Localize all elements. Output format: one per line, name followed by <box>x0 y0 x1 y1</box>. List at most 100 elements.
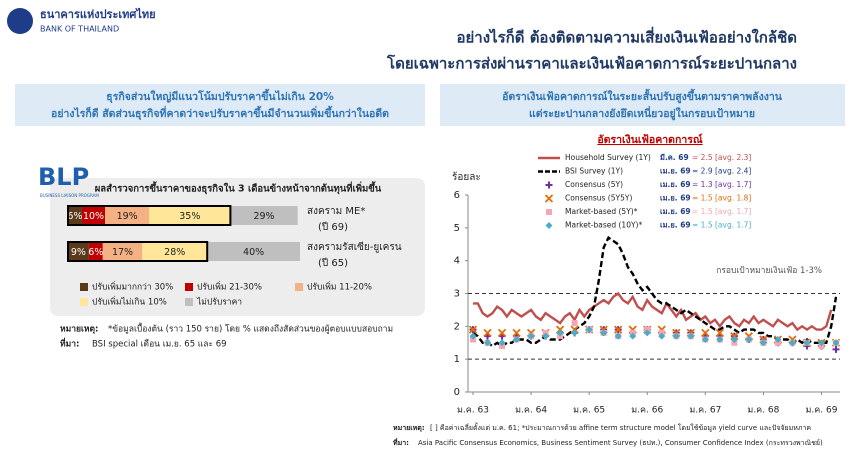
bar-segment <box>149 206 231 225</box>
legend-swatch <box>295 283 303 291</box>
reference-label: กรอบเป้าหมายเงินเฟ้อ 1-3% <box>716 265 822 276</box>
bar-segment <box>142 242 208 261</box>
marker <box>730 335 738 343</box>
bar-segment <box>105 206 150 225</box>
chart-title: อัตราเงินเฟ้อคาดการณ์ <box>597 133 703 146</box>
marker <box>571 320 578 327</box>
marker <box>832 339 840 347</box>
category-note: (ปี 69) <box>318 221 348 233</box>
value-label: 19% <box>117 211 138 222</box>
legend-date: เม.ย. 69 <box>660 194 691 203</box>
headline: แต่ระยะปานกลางยังยึดเหนี่ยวอยู่ในกรอบเป้… <box>529 105 755 121</box>
headline-box <box>440 84 845 126</box>
marker <box>512 328 521 338</box>
marker <box>687 332 695 340</box>
legend-swatch <box>185 283 193 291</box>
marker <box>498 339 506 347</box>
marker <box>571 329 579 337</box>
marker <box>715 328 724 338</box>
bar-segment <box>68 206 82 225</box>
marker <box>803 339 811 347</box>
legend-label: Market-based (10Y)* <box>565 221 642 230</box>
marker <box>701 328 710 338</box>
marker <box>614 332 622 340</box>
x-tick-label: ม.ค. 66 <box>631 406 663 416</box>
marker <box>483 328 492 338</box>
marker <box>542 332 550 340</box>
legend-label: BSI Survey (1Y) <box>565 167 623 176</box>
source: Asia Pacific Consensus Economics, Busine… <box>418 439 823 447</box>
series-line <box>473 291 833 332</box>
source-label: ที่มา: <box>60 337 79 350</box>
bar-segment <box>88 242 103 261</box>
marker <box>497 328 507 338</box>
marker <box>745 335 753 343</box>
y-tick-label: 2 <box>454 321 460 332</box>
logo-emblem <box>7 8 33 34</box>
headline: ธุรกิจส่วนใหญ่มีแนวโน้มปรับราคาขึ้นไม่เก… <box>106 88 334 104</box>
marker <box>774 335 782 343</box>
headline-box <box>15 84 425 126</box>
value-label: 9% <box>71 247 86 258</box>
marker <box>759 339 767 347</box>
y-tick-label: 0 <box>454 387 460 398</box>
legend-label: ไม่ปรับราคา <box>196 297 242 308</box>
marker <box>658 332 666 340</box>
legend-swatch <box>80 298 88 306</box>
legend-label: ปรับเพิ่ม 11-20% <box>307 281 372 293</box>
legend-swatch <box>80 283 88 291</box>
marker <box>614 325 623 334</box>
x-tick-label: ม.ค. 65 <box>573 406 605 416</box>
legend-label: ปรับเพิ่มไม่เกิน 10% <box>92 296 167 308</box>
legend-label: Market-based (5Y)* <box>565 207 638 216</box>
y-tick-label: 1 <box>454 354 460 365</box>
note: *ข้อมูลเบื้องต้น (ราว 150 ราย) โดย % แสด… <box>108 323 393 335</box>
note: [ ] คือค่าเฉลี่ยตั้งแต่ ม.ค. 61; *ประมาณ… <box>430 421 811 432</box>
marker <box>629 332 637 340</box>
marker <box>817 339 825 347</box>
note-label: หมายเหตุ: <box>393 424 425 432</box>
marker <box>716 335 724 343</box>
legend-date: เม.ย. 69 <box>660 221 691 230</box>
marker <box>513 335 521 343</box>
y-tick-label: 4 <box>454 256 460 267</box>
marker <box>701 335 709 343</box>
legend-date: เม.ย. 69 <box>660 180 691 189</box>
marker <box>672 332 680 340</box>
bar-segment <box>230 206 298 225</box>
legend-label: Consensus (5Y) <box>565 180 623 189</box>
legend-value: = 1.5 [avg. 1.7] <box>692 221 751 230</box>
note-label: หมายเหตุ: <box>60 325 98 335</box>
bar-segment <box>68 242 89 261</box>
x-tick-label: ม.ค. 69 <box>805 406 837 416</box>
value-label: 6% <box>88 247 103 258</box>
legend-label: Consensus (5Y5Y) <box>565 194 632 203</box>
y-tick-label: 6 <box>454 190 460 201</box>
category-label: สงครามรัสเซีย-ยูเครน <box>307 241 402 253</box>
chart-title: ผลสำรวจการขึ้นราคาของธุรกิจใน 3 เดือนข้า… <box>95 181 382 195</box>
org-name-en: BANK OF THAILAND <box>40 25 119 34</box>
x-tick-label: ม.ค. 64 <box>515 406 547 416</box>
marker <box>832 345 840 353</box>
org-name: ธนาคารแห่งประเทศไทย <box>40 7 156 21</box>
legend-date: มี.ค. 69 <box>660 153 689 162</box>
logo-sub: BUSINESS LIAISON PROGRAM <box>40 193 99 198</box>
marker <box>585 326 593 334</box>
highlight-box <box>67 205 232 226</box>
legend-swatch <box>546 209 552 215</box>
marker <box>643 329 651 337</box>
legend-label: ปรับเพิ่ม 21-30% <box>197 281 262 293</box>
source: BSI special เดือน เม.ย. 65 และ 69 <box>92 339 227 350</box>
y-axis-label: ร้อยละ <box>452 171 481 183</box>
marker <box>556 329 564 337</box>
bar-segment <box>81 206 106 225</box>
value-label: 40% <box>243 247 264 258</box>
highlight-box <box>67 241 209 262</box>
legend-label: Household Survey (1Y) <box>565 153 651 162</box>
category-note: (ปี 65) <box>318 257 348 269</box>
marker <box>468 325 478 334</box>
title: อย่างไรก็ดี ต้องติดตามความเสี่ยงเงินเฟ้อ… <box>457 27 798 47</box>
legend-swatch <box>185 298 193 306</box>
title: โดยเฉพาะการส่งผ่านราคาและเงินเฟ้อคาดการณ… <box>386 54 797 73</box>
